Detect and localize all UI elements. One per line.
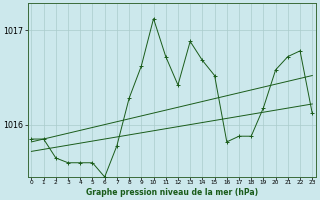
X-axis label: Graphe pression niveau de la mer (hPa): Graphe pression niveau de la mer (hPa) (86, 188, 258, 197)
